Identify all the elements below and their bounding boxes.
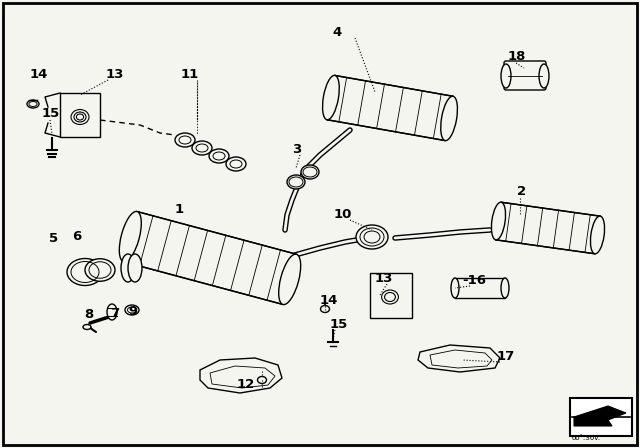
Text: 12: 12 — [237, 378, 255, 391]
Ellipse shape — [128, 254, 142, 282]
Text: 1: 1 — [175, 203, 184, 216]
Ellipse shape — [121, 254, 135, 282]
Text: 13: 13 — [375, 272, 394, 285]
Ellipse shape — [209, 149, 229, 163]
Ellipse shape — [501, 278, 509, 298]
Ellipse shape — [226, 157, 246, 171]
Text: 11: 11 — [181, 68, 199, 81]
Text: 15: 15 — [42, 107, 60, 120]
FancyBboxPatch shape — [370, 273, 412, 318]
Ellipse shape — [441, 96, 458, 141]
Text: 3: 3 — [292, 143, 301, 156]
Text: 14: 14 — [320, 294, 339, 307]
FancyBboxPatch shape — [504, 61, 546, 90]
Polygon shape — [200, 358, 282, 393]
Bar — [570, 398, 632, 436]
Text: 2: 2 — [517, 185, 526, 198]
Ellipse shape — [539, 64, 549, 88]
Text: 6: 6 — [72, 230, 81, 243]
Text: 15: 15 — [330, 318, 348, 331]
Ellipse shape — [83, 324, 91, 329]
Ellipse shape — [591, 216, 605, 254]
FancyBboxPatch shape — [455, 278, 505, 298]
Ellipse shape — [501, 64, 511, 88]
Ellipse shape — [85, 259, 115, 281]
Ellipse shape — [451, 278, 459, 298]
Ellipse shape — [27, 100, 39, 108]
Text: 14: 14 — [30, 68, 49, 81]
Text: -16: -16 — [462, 274, 486, 287]
Ellipse shape — [356, 225, 388, 249]
Text: 4: 4 — [332, 26, 341, 39]
Polygon shape — [327, 75, 453, 141]
Polygon shape — [124, 211, 296, 305]
Ellipse shape — [321, 306, 330, 313]
Ellipse shape — [192, 141, 212, 155]
Ellipse shape — [323, 75, 339, 120]
Ellipse shape — [287, 175, 305, 189]
Polygon shape — [496, 202, 600, 254]
Text: 5: 5 — [49, 232, 58, 245]
Ellipse shape — [67, 258, 103, 285]
Ellipse shape — [175, 133, 195, 147]
Ellipse shape — [278, 254, 301, 305]
Text: 13: 13 — [106, 68, 124, 81]
Polygon shape — [418, 345, 500, 372]
Ellipse shape — [119, 211, 141, 262]
Ellipse shape — [492, 202, 506, 240]
FancyBboxPatch shape — [60, 93, 100, 137]
Text: 8: 8 — [84, 308, 93, 321]
Text: 10: 10 — [334, 208, 353, 221]
Ellipse shape — [125, 305, 139, 315]
Ellipse shape — [301, 165, 319, 179]
Text: oo°.36v.: oo°.36v. — [572, 435, 601, 441]
Polygon shape — [574, 406, 626, 426]
Ellipse shape — [257, 376, 266, 383]
Text: 17: 17 — [497, 350, 515, 363]
Text: 18: 18 — [508, 50, 526, 63]
Text: 7: 7 — [110, 307, 119, 320]
Text: 9: 9 — [128, 305, 137, 318]
Ellipse shape — [107, 304, 117, 320]
